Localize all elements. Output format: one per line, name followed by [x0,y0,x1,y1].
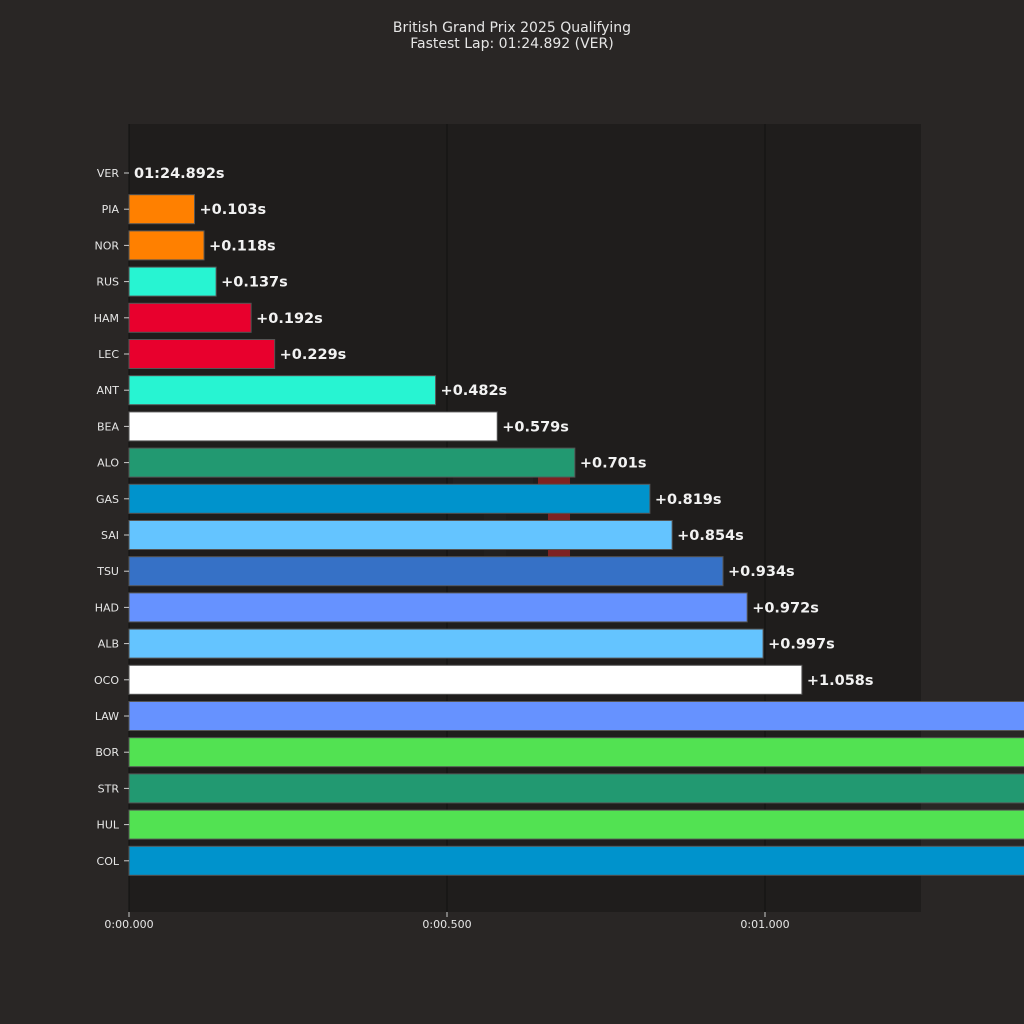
y-tick-label: TSU [96,565,119,578]
y-tick-label: HUL [97,819,120,832]
y-tick-label: PIA [102,203,120,216]
data-label: 01:24.892s [134,166,225,182]
y-tick-label: NOR [94,239,119,252]
y-tick-label: ALB [98,638,119,651]
bar-ham [128,302,252,333]
data-label: +0.854s [677,528,744,544]
y-tick-label: STR [98,782,120,795]
y-tick-label: ANT [97,384,120,397]
y-tick-label: COL [97,855,120,868]
data-label: +0.579s [502,419,569,435]
y-tick-label: HAD [95,601,119,614]
bar-gas [128,483,651,514]
bar-had [128,592,748,623]
bar-hul [128,809,1024,840]
bar-nor [128,230,205,261]
y-tick-label: ALO [97,457,119,470]
bar-tsu [128,556,724,587]
bar-rus [128,266,217,297]
data-label: +0.972s [752,600,819,616]
y-tick-label: BOR [95,746,119,759]
data-label: +0.482s [441,383,508,399]
bar-oco [128,664,803,695]
bar-str [128,773,1024,804]
bar-alb [128,628,764,659]
bar-sai [128,520,673,550]
data-label: +0.701s [580,456,647,472]
data-label: +0.103s [200,202,267,218]
y-tick-label: OCO [94,674,119,687]
bar-col [128,845,1024,876]
bars: 01:24.892s +0.103s +0.118s +0.137s +0.192s +0… [128,166,1024,876]
data-label: +0.118s [209,238,276,254]
data-label: +0.997s [768,637,835,653]
data-label: +0.229s [280,347,347,363]
bar-lec [128,339,276,369]
y-tick-label: GAS [96,493,119,506]
y-tick-label: VER [97,167,119,180]
x-tick-label: 0:00.500 [422,918,471,931]
data-label: +0.819s [655,492,722,508]
data-label: +0.934s [728,564,795,580]
x-tick-label: 0:01.000 [740,918,789,931]
data-label: +1.058s [807,673,874,689]
y-tick-label: HAM [94,312,119,325]
bar-law [128,701,1024,731]
y-tick-label: SAI [101,529,119,542]
y-tick-label: LAW [95,710,119,723]
bar-alo [128,447,576,478]
y-axis: VER PIA NOR RUS HAM LEC ANT BEA ALO GAS SAI TSU HAD A… [94,167,129,868]
y-tick-label: BEA [97,420,119,433]
x-tick-label: 0:00.000 [104,918,153,931]
bar-ant [128,375,437,406]
y-tick-label: LEC [98,348,119,361]
chart-title: British Grand Prix 2025 Qualifying [393,20,631,36]
data-label: +0.137s [221,275,288,291]
bar-bor [128,737,1024,768]
data-label: +0.192s [256,311,323,327]
bar-bea [128,411,498,442]
y-tick-label: RUS [96,276,119,289]
bar-pia [128,194,196,225]
chart-subtitle: Fastest Lap: 01:24.892 (VER) [410,36,613,52]
